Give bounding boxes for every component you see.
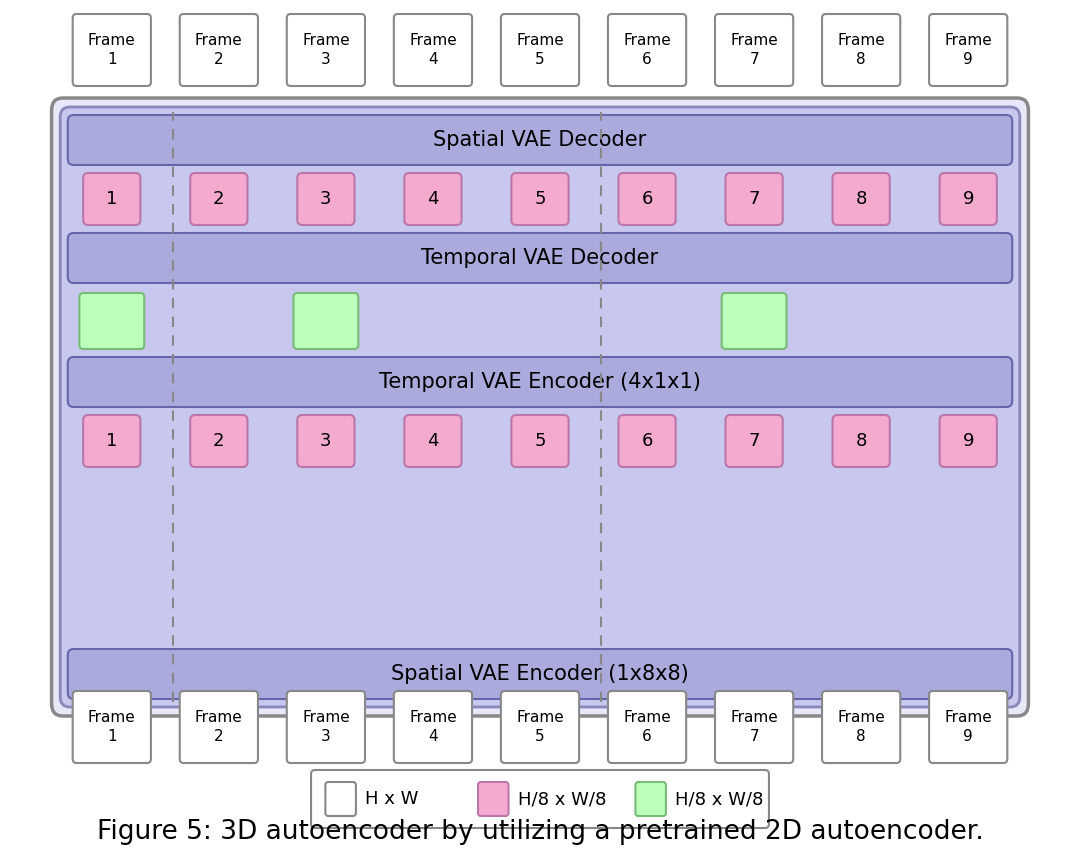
FancyBboxPatch shape <box>715 14 793 86</box>
FancyBboxPatch shape <box>619 173 676 225</box>
FancyBboxPatch shape <box>179 691 258 763</box>
Text: Frame
1: Frame 1 <box>87 33 136 67</box>
FancyBboxPatch shape <box>404 173 461 225</box>
FancyBboxPatch shape <box>608 14 686 86</box>
FancyBboxPatch shape <box>190 173 247 225</box>
FancyBboxPatch shape <box>311 770 769 828</box>
FancyBboxPatch shape <box>635 782 666 816</box>
FancyBboxPatch shape <box>940 173 997 225</box>
Text: 8: 8 <box>855 432 867 450</box>
Text: 7: 7 <box>748 432 760 450</box>
Text: Spatial VAE Decoder: Spatial VAE Decoder <box>433 130 647 150</box>
FancyBboxPatch shape <box>325 782 356 816</box>
Text: 3: 3 <box>320 432 332 450</box>
Text: 4: 4 <box>428 432 438 450</box>
Text: Frame
8: Frame 8 <box>837 710 885 744</box>
FancyBboxPatch shape <box>404 415 461 467</box>
Text: 9: 9 <box>962 190 974 208</box>
Text: H/8 x W/8: H/8 x W/8 <box>675 790 764 808</box>
FancyBboxPatch shape <box>287 14 365 86</box>
Text: 8: 8 <box>855 190 867 208</box>
Text: H x W: H x W <box>365 790 419 808</box>
Text: Frame
6: Frame 6 <box>623 33 671 67</box>
Text: Frame
2: Frame 2 <box>195 710 243 744</box>
Text: Frame
9: Frame 9 <box>944 33 993 67</box>
Text: Frame
1: Frame 1 <box>87 710 136 744</box>
FancyBboxPatch shape <box>72 691 151 763</box>
Text: H/8 x W/8: H/8 x W/8 <box>518 790 607 808</box>
FancyBboxPatch shape <box>833 173 890 225</box>
FancyBboxPatch shape <box>501 691 579 763</box>
FancyBboxPatch shape <box>822 691 901 763</box>
FancyBboxPatch shape <box>619 415 676 467</box>
Text: 5: 5 <box>535 432 545 450</box>
Text: 2: 2 <box>213 190 225 208</box>
FancyBboxPatch shape <box>394 14 472 86</box>
FancyBboxPatch shape <box>297 415 354 467</box>
Text: Spatial VAE Encoder (1x8x8): Spatial VAE Encoder (1x8x8) <box>391 664 689 684</box>
Text: 1: 1 <box>106 432 118 450</box>
Text: 3: 3 <box>320 190 332 208</box>
FancyBboxPatch shape <box>715 691 793 763</box>
FancyBboxPatch shape <box>726 173 783 225</box>
Text: 6: 6 <box>642 432 652 450</box>
FancyBboxPatch shape <box>72 14 151 86</box>
Text: Frame
4: Frame 4 <box>409 710 457 744</box>
FancyBboxPatch shape <box>68 649 1012 699</box>
FancyBboxPatch shape <box>79 293 145 349</box>
Text: Frame
8: Frame 8 <box>837 33 885 67</box>
Text: 5: 5 <box>535 190 545 208</box>
FancyBboxPatch shape <box>726 415 783 467</box>
FancyBboxPatch shape <box>297 173 354 225</box>
FancyBboxPatch shape <box>478 782 509 816</box>
FancyBboxPatch shape <box>512 415 568 467</box>
FancyBboxPatch shape <box>287 691 365 763</box>
Text: Frame
9: Frame 9 <box>944 710 993 744</box>
FancyBboxPatch shape <box>60 107 1020 707</box>
FancyBboxPatch shape <box>52 98 1028 716</box>
FancyBboxPatch shape <box>940 415 997 467</box>
Text: Frame
6: Frame 6 <box>623 710 671 744</box>
FancyBboxPatch shape <box>501 14 579 86</box>
FancyBboxPatch shape <box>929 14 1008 86</box>
Text: 6: 6 <box>642 190 652 208</box>
FancyBboxPatch shape <box>68 233 1012 283</box>
FancyBboxPatch shape <box>83 173 140 225</box>
Text: Frame
5: Frame 5 <box>516 33 564 67</box>
FancyBboxPatch shape <box>294 293 359 349</box>
FancyBboxPatch shape <box>833 415 890 467</box>
FancyBboxPatch shape <box>512 173 568 225</box>
Text: Frame
3: Frame 3 <box>302 710 350 744</box>
Text: 7: 7 <box>748 190 760 208</box>
Text: Frame
5: Frame 5 <box>516 710 564 744</box>
FancyBboxPatch shape <box>721 293 786 349</box>
Text: Temporal VAE Decoder: Temporal VAE Decoder <box>421 248 659 268</box>
FancyBboxPatch shape <box>190 415 247 467</box>
Text: 1: 1 <box>106 190 118 208</box>
Text: Frame
3: Frame 3 <box>302 33 350 67</box>
Text: Frame
4: Frame 4 <box>409 33 457 67</box>
FancyBboxPatch shape <box>179 14 258 86</box>
FancyBboxPatch shape <box>68 115 1012 165</box>
FancyBboxPatch shape <box>608 691 686 763</box>
Text: 2: 2 <box>213 432 225 450</box>
Text: Temporal VAE Encoder (4x1x1): Temporal VAE Encoder (4x1x1) <box>379 372 701 392</box>
FancyBboxPatch shape <box>929 691 1008 763</box>
FancyBboxPatch shape <box>83 415 140 467</box>
FancyBboxPatch shape <box>394 691 472 763</box>
Text: 9: 9 <box>962 432 974 450</box>
Text: Frame
2: Frame 2 <box>195 33 243 67</box>
Text: Frame
7: Frame 7 <box>730 710 778 744</box>
Text: 4: 4 <box>428 190 438 208</box>
FancyBboxPatch shape <box>822 14 901 86</box>
FancyBboxPatch shape <box>68 357 1012 407</box>
Text: Figure 5: 3D autoencoder by utilizing a pretrained 2D autoencoder.: Figure 5: 3D autoencoder by utilizing a … <box>96 819 984 845</box>
Text: Frame
7: Frame 7 <box>730 33 778 67</box>
